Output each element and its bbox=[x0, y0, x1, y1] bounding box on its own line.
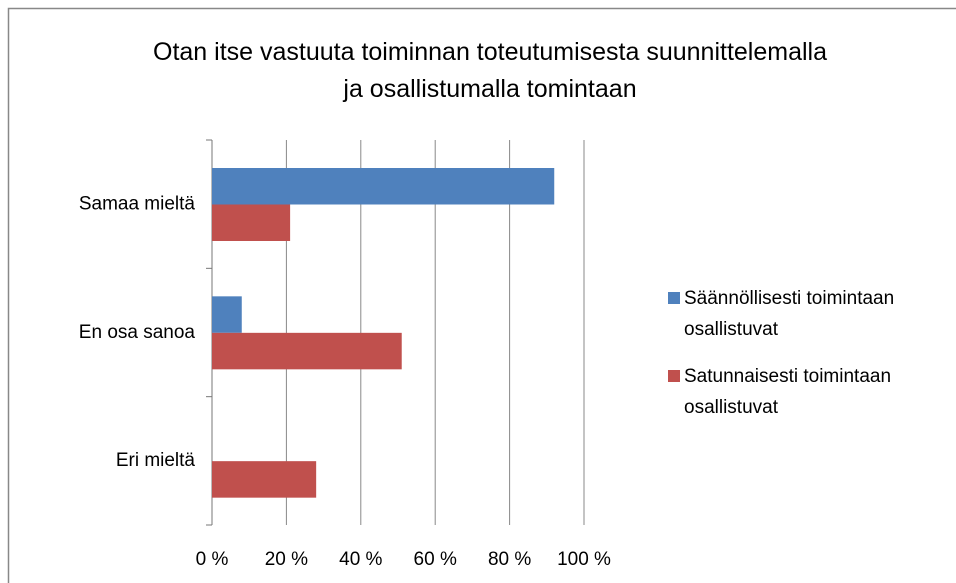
x-tick-label: 60 % bbox=[414, 549, 457, 570]
bar bbox=[212, 168, 555, 205]
bar bbox=[212, 296, 242, 333]
x-tick-label: 0 % bbox=[196, 549, 229, 570]
legend-swatch bbox=[668, 370, 680, 382]
chart-title: Otan itse vastuuta toiminnan toteutumise… bbox=[153, 38, 827, 103]
x-tick-label: 40 % bbox=[339, 549, 382, 570]
x-tick-label: 20 % bbox=[265, 549, 308, 570]
y-tick-label: En osa sanoa bbox=[79, 322, 196, 343]
legend-label: Säännöllisesti toimintaan osallistuvat bbox=[684, 288, 895, 340]
y-tick-label: Eri mieltä bbox=[116, 450, 196, 471]
chart-border bbox=[7, 7, 956, 583]
legend-swatch bbox=[668, 292, 680, 304]
bar bbox=[212, 204, 291, 241]
bar bbox=[212, 461, 317, 498]
legend-label: Satunnaisesti toimintaan osallistuvat bbox=[684, 366, 892, 418]
x-tick-label: 80 % bbox=[488, 549, 531, 570]
y-tick-label: Samaa mieltä bbox=[79, 194, 196, 215]
x-tick-label: 100 % bbox=[557, 549, 611, 570]
bar bbox=[212, 332, 402, 370]
